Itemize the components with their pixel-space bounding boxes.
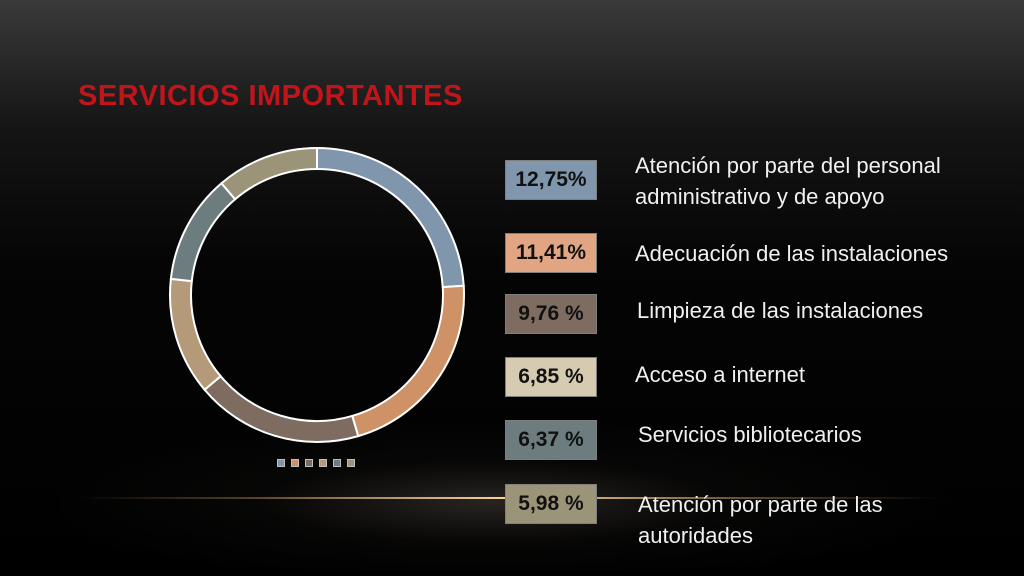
donut-slice-1 (316, 146, 465, 289)
value-box-3: 9,76 % (505, 294, 597, 334)
chart-legend (277, 459, 355, 467)
legend-swatch-2 (291, 459, 299, 467)
item-label-6: Atención por parte de las autoridades (638, 489, 883, 551)
donut-slice-5 (169, 181, 237, 283)
item-label-5-line-1: Servicios bibliotecarios (638, 422, 862, 447)
legend-swatch-1 (277, 459, 285, 467)
legend-swatch-6 (347, 459, 355, 467)
slide-title: SERVICIOS IMPORTANTES (78, 80, 463, 112)
item-label-2: Adecuación de las instalaciones (635, 238, 948, 269)
value-box-1: 12,75% (505, 160, 597, 200)
value-box-5: 6,37 % (505, 420, 597, 460)
legend-swatch-5 (333, 459, 341, 467)
item-label-1-line-1: Atención por parte del personal (635, 153, 941, 178)
donut-slice-6 (220, 146, 318, 201)
value-box-4: 6,85 % (505, 357, 597, 397)
donut-slice-3 (203, 374, 360, 443)
item-label-6-line-1: Atención por parte de las (638, 492, 883, 517)
donut-slice-4 (169, 277, 223, 392)
item-label-1-line-2: administrativo y de apoyo (635, 184, 885, 209)
item-label-3-line-1: Limpieza de las instalaciones (637, 298, 924, 323)
value-box-2: 11,41% (505, 233, 597, 273)
item-label-3: Limpieza de las instalaciones (637, 295, 923, 326)
item-label-4-line-1: Acceso a internet (635, 362, 805, 387)
item-label-4: Acceso a internet (635, 359, 805, 390)
item-label-2-line-1: Adecuación de las instalaciones (635, 241, 949, 266)
item-label-5: Servicios bibliotecarios (638, 419, 862, 450)
item-label-6-line-2: autoridades (638, 523, 753, 548)
item-label-1: Atención por parte del personal administ… (635, 150, 941, 212)
donut-slice-2 (351, 284, 465, 438)
legend-swatch-4 (319, 459, 327, 467)
legend-swatch-3 (305, 459, 313, 467)
value-box-6: 5,98 % (505, 484, 597, 524)
donut-chart (169, 146, 465, 443)
